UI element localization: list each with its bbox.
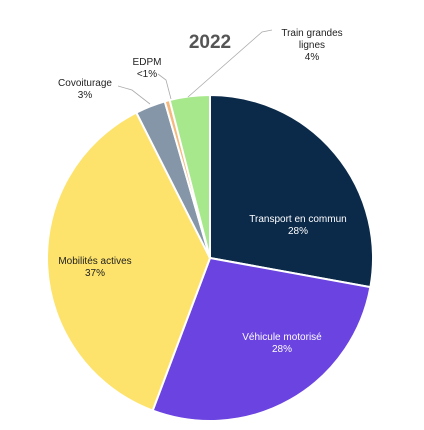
slice-label: Covoiturage 3%: [30, 78, 140, 102]
pie-slice: [209, 93, 374, 289]
category-label: EDPM: [132, 57, 162, 68]
slice-label: Véhicule motorisé 28%: [227, 332, 337, 356]
value-label: 37%: [84, 268, 105, 279]
value-label: 28%: [287, 226, 308, 237]
slice-label: Transport en commun 28%: [243, 214, 353, 238]
value-label: 3%: [77, 90, 93, 101]
pie-slice: [168, 93, 211, 259]
value-label: <1%: [136, 69, 158, 80]
category-label: Train grandes lignes: [281, 28, 343, 51]
leader-line: [157, 73, 172, 100]
slice-label: Train grandes lignes 4%: [277, 28, 347, 64]
pie-slice: [151, 256, 372, 422]
pie-slice: [46, 111, 212, 412]
leader-line: [117, 85, 151, 105]
leader-line: [187, 29, 273, 98]
category-label: Transport en commun: [249, 214, 347, 225]
chart-title: 2022: [188, 32, 232, 53]
value-label: 28%: [271, 344, 292, 355]
category-label: Véhicule motorisé: [242, 332, 322, 343]
category-label: Mobilités actives: [58, 256, 132, 267]
slice-label: EDPM <1%: [92, 57, 202, 81]
category-label: Covoiturage: [58, 78, 112, 89]
value-label: 4%: [304, 52, 320, 63]
slice-label: Mobilités actives 37%: [40, 256, 150, 280]
